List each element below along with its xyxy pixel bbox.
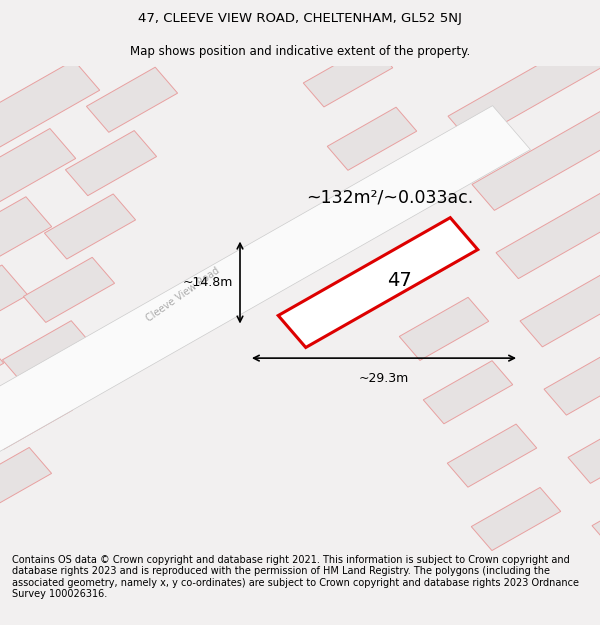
Polygon shape xyxy=(0,129,76,237)
Polygon shape xyxy=(2,321,94,386)
Polygon shape xyxy=(520,242,600,347)
Polygon shape xyxy=(303,44,393,107)
Polygon shape xyxy=(65,131,157,196)
Polygon shape xyxy=(423,361,513,424)
Polygon shape xyxy=(375,234,465,297)
Polygon shape xyxy=(496,174,600,279)
Text: ~132m²/~0.033ac.: ~132m²/~0.033ac. xyxy=(307,188,473,206)
Polygon shape xyxy=(0,106,530,513)
Polygon shape xyxy=(351,171,441,234)
Polygon shape xyxy=(86,68,178,132)
Polygon shape xyxy=(399,298,489,361)
Polygon shape xyxy=(544,311,600,415)
Text: ~29.3m: ~29.3m xyxy=(359,372,409,385)
Text: ~14.8m: ~14.8m xyxy=(182,276,233,289)
Text: Cleeve View Road: Cleeve View Road xyxy=(145,266,221,324)
Text: 47: 47 xyxy=(386,271,412,289)
Polygon shape xyxy=(471,488,561,551)
Text: Map shows position and indicative extent of the property.: Map shows position and indicative extent… xyxy=(130,45,470,58)
Polygon shape xyxy=(568,379,600,483)
Polygon shape xyxy=(0,197,52,305)
Polygon shape xyxy=(592,448,600,552)
Polygon shape xyxy=(448,38,600,142)
Polygon shape xyxy=(0,384,73,449)
Polygon shape xyxy=(0,60,100,169)
Polygon shape xyxy=(0,448,52,512)
Polygon shape xyxy=(278,217,478,348)
Polygon shape xyxy=(0,265,28,373)
Polygon shape xyxy=(0,333,4,441)
Text: Contains OS data © Crown copyright and database right 2021. This information is : Contains OS data © Crown copyright and d… xyxy=(12,554,579,599)
Text: 47, CLEEVE VIEW ROAD, CHELTENHAM, GL52 5NJ: 47, CLEEVE VIEW ROAD, CHELTENHAM, GL52 5… xyxy=(138,12,462,25)
Polygon shape xyxy=(327,107,417,170)
Polygon shape xyxy=(23,258,115,322)
Polygon shape xyxy=(44,194,136,259)
Polygon shape xyxy=(472,106,600,211)
Polygon shape xyxy=(447,424,537,487)
